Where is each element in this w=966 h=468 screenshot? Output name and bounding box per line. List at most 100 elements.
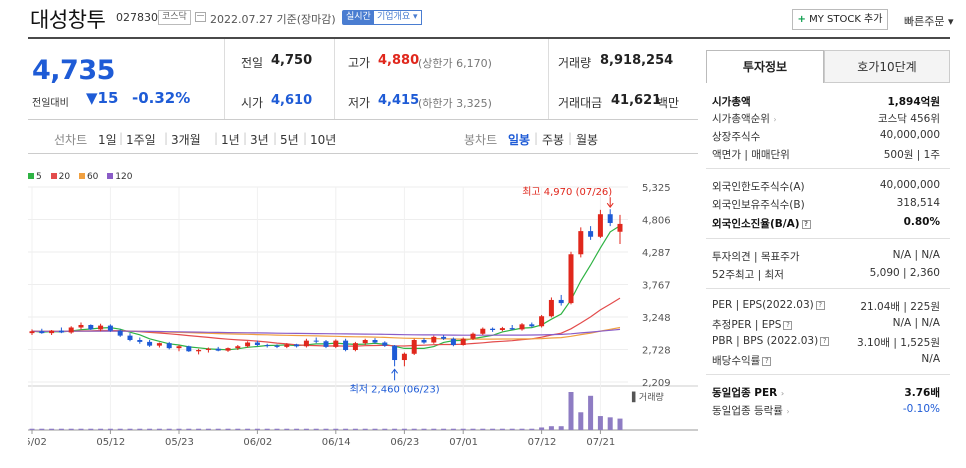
foreign-hold-value: 318,514 <box>896 197 940 209</box>
tab-weekly[interactable]: 주봉 <box>542 133 565 147</box>
tab-1y[interactable]: 1년 <box>221 133 240 147</box>
change-value: ▼15 <box>86 89 119 107</box>
legend-ma120: 120 <box>115 172 133 182</box>
y-tick-label: 4,806 <box>642 215 671 226</box>
help-icon[interactable]: ? <box>783 321 793 330</box>
my-stock-add-button[interactable]: + MY STOCK 추가 <box>792 9 888 30</box>
realtime-button[interactable]: 실시간 <box>342 10 375 25</box>
candle-body <box>215 348 221 351</box>
foreign-hold-label: 외국인보유주식수(B) <box>712 199 805 211</box>
volume-bar <box>254 428 260 430</box>
header-divider <box>28 37 950 39</box>
ma120-line <box>31 328 621 336</box>
legend-ma20: 20 <box>58 172 71 182</box>
volume-bar <box>372 428 378 430</box>
high-value: 4,880 <box>378 53 420 68</box>
low-annotation: 최저 2,460 (06/23) <box>350 383 440 395</box>
candle-body <box>450 338 456 346</box>
candle-body <box>372 340 378 343</box>
industry-per-value: 3.76배 <box>904 387 940 399</box>
tab-3m[interactable]: 3개월 <box>171 133 201 147</box>
tab-3y[interactable]: 3년 <box>250 133 269 147</box>
candle-body <box>313 340 319 342</box>
volume-bar <box>352 428 358 430</box>
candle-body <box>509 328 515 330</box>
volume-bar <box>225 428 231 430</box>
stock-code: 027830 <box>116 11 158 24</box>
per-row: PER | EPS(2022.03)? 21.04배 | 225원 <box>712 299 940 314</box>
legend-swatch <box>107 173 114 179</box>
chevron-right-icon[interactable]: › <box>780 389 785 398</box>
chevron-right-icon[interactable]: › <box>773 115 777 124</box>
tab-invest-info[interactable]: 투자정보 <box>706 50 824 83</box>
tab-monthly[interactable]: 월봉 <box>576 133 599 147</box>
candle-body <box>58 330 64 333</box>
help-icon[interactable]: ? <box>801 220 811 229</box>
candle-body <box>39 331 45 334</box>
industry-per-row: 동일업종 PER › 3.76배 <box>712 385 940 400</box>
foreign-ratio-row: 외국인소진율(B/A)? 0.80% <box>712 216 940 231</box>
volume-bar <box>480 428 486 430</box>
candle-chart-label: 봉차트 <box>464 133 498 147</box>
volume-bar <box>205 428 211 430</box>
tab-1w[interactable]: 1주일 <box>126 133 156 147</box>
upper-limit: (상한가 6,170) <box>418 57 492 70</box>
market-cap-rank-row: 시가총액순위 › 코스닥 456위 <box>712 111 940 126</box>
candle-body <box>519 324 525 330</box>
candle-body <box>499 328 505 330</box>
chevron-right-icon[interactable]: › <box>786 407 790 416</box>
divider: | <box>243 131 248 145</box>
shares-value: 40,000,000 <box>879 129 940 141</box>
help-icon[interactable]: ? <box>762 357 772 366</box>
legend-ma5: 5 <box>36 172 42 182</box>
candlestick-chart[interactable]: 5,325 4,806 4,287 3,767 3,248 2,728 2,209 05/02… <box>18 160 698 460</box>
candle-body <box>392 345 398 361</box>
candle-body <box>578 231 584 255</box>
volume-bar <box>215 428 221 430</box>
week52-label: 52주최고 | 최저 <box>712 269 784 281</box>
candle-body <box>431 336 437 343</box>
volume-bar <box>196 428 202 430</box>
tab-5y[interactable]: 5년 <box>280 133 299 147</box>
per-value: 21.04배 | 225원 <box>860 301 940 313</box>
volume-bar <box>117 428 123 430</box>
volume-bar <box>519 428 525 430</box>
y-tick-label: 5,325 <box>642 183 671 194</box>
volume-bar <box>284 428 290 430</box>
help-icon[interactable]: ? <box>820 337 830 346</box>
help-icon[interactable]: ? <box>815 301 825 310</box>
prev-value: 4,750 <box>271 53 313 68</box>
market-cap-rank-label: 시가총액순위 <box>712 113 770 125</box>
candle-body <box>264 345 270 347</box>
candle-body <box>225 348 231 351</box>
divider: | <box>534 131 539 145</box>
volume-bar <box>333 428 339 430</box>
tab-1d[interactable]: 1일 <box>98 133 117 147</box>
volume-bar <box>49 428 55 430</box>
tab-daily[interactable]: 일봉 <box>508 133 531 147</box>
y-tick-label: 2,209 <box>642 378 671 389</box>
company-info-button[interactable]: 기업개요 ▾ <box>373 10 422 25</box>
y-tick-label: 2,728 <box>642 346 671 357</box>
divider: | <box>119 131 124 145</box>
y-tick-label: 3,767 <box>642 281 671 292</box>
volume-bar <box>460 428 466 430</box>
volume-bar <box>588 395 594 430</box>
ma-legend: 5 20 60 120 <box>28 172 132 182</box>
x-tick-label: 06/23 <box>390 437 419 448</box>
candle-body <box>107 325 113 331</box>
tab-10y[interactable]: 10년 <box>310 133 337 147</box>
x-tick-label: 05/02 <box>28 437 47 448</box>
quick-order-button[interactable]: 빠른주문 ▾ <box>904 15 954 28</box>
volume-bar <box>78 428 84 430</box>
volume-bar <box>470 428 476 430</box>
candle-body <box>166 343 172 349</box>
candle-body <box>284 344 290 347</box>
volume-bar <box>597 416 603 430</box>
volume-bar <box>264 428 270 430</box>
tab-orderbook[interactable]: 호가10단계 <box>824 50 950 83</box>
candle-body <box>352 343 358 351</box>
industry-rate-row: 동일업종 등락률 › -0.10% <box>712 403 940 418</box>
par-value: 500원 | 1주 <box>883 149 940 161</box>
industry-rate-value: -0.10% <box>902 403 940 415</box>
